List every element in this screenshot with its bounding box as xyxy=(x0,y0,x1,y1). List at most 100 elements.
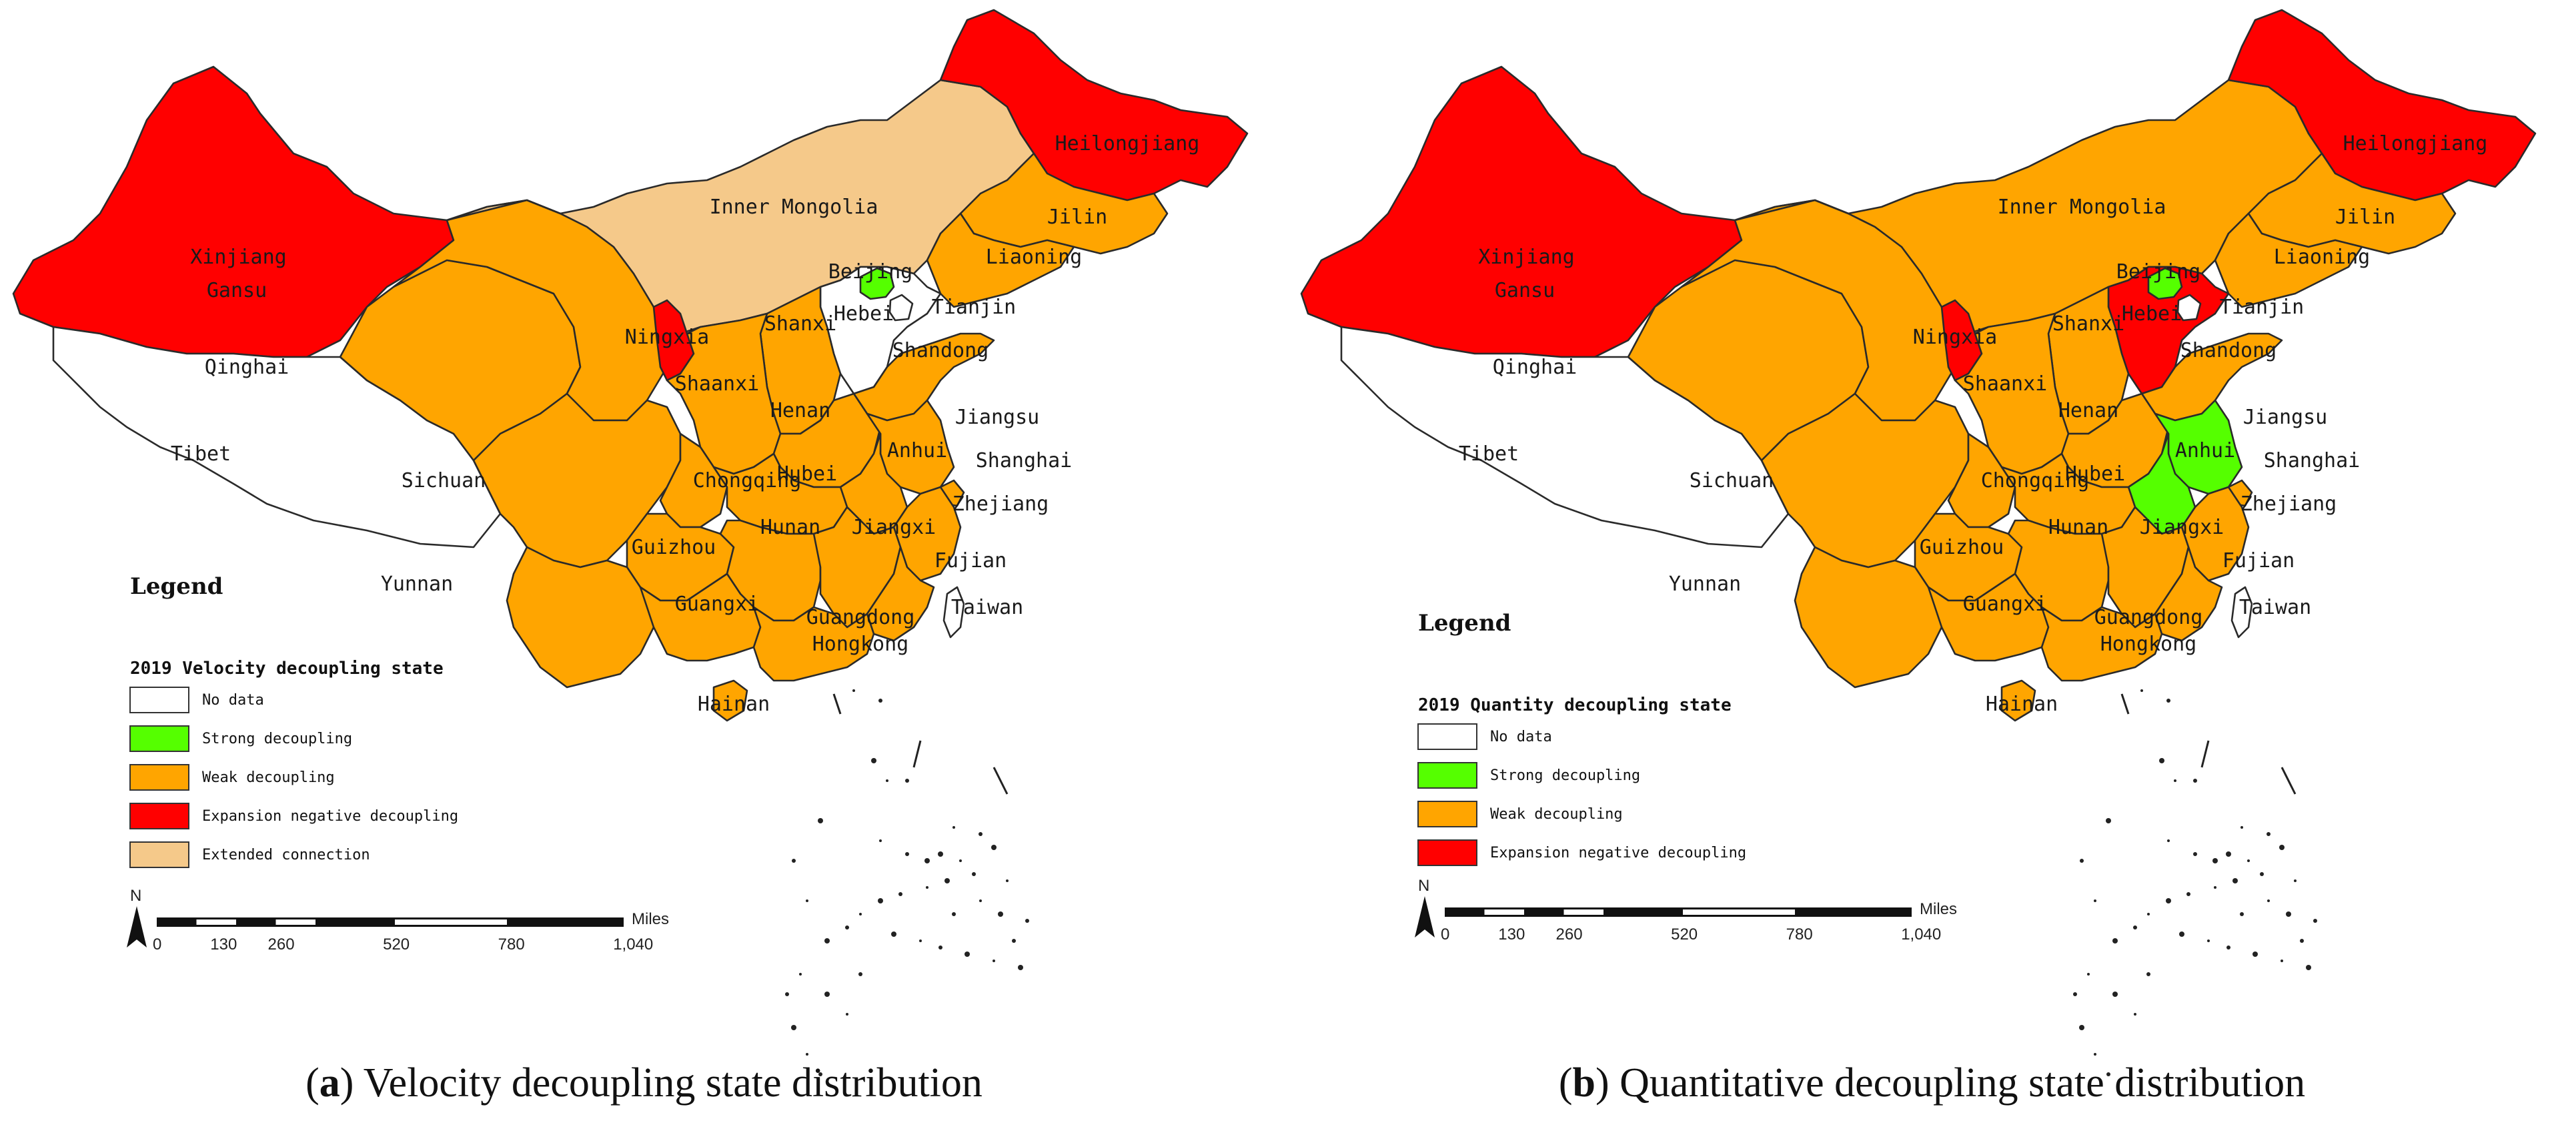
legend-swatch xyxy=(129,764,189,791)
island xyxy=(2167,839,2170,842)
province-taiwan xyxy=(2230,586,2253,639)
legend-title: Legend xyxy=(1418,610,1511,637)
south-china-sea-islands xyxy=(2073,689,2317,1076)
label-chongqing: Chongqing xyxy=(693,469,802,492)
scale-bar-segment xyxy=(1484,909,1524,915)
island xyxy=(878,898,883,903)
label-tianjin: Tianjin xyxy=(932,296,1016,319)
island xyxy=(2214,886,2216,889)
map-legend: Legend 2019 Quantity decoupling state No d… xyxy=(1417,610,1746,866)
island xyxy=(2260,872,2264,876)
label-beijing: Beijing xyxy=(2116,260,2200,284)
island xyxy=(878,699,882,703)
island xyxy=(2080,859,2084,863)
island xyxy=(924,858,930,863)
island xyxy=(879,839,882,842)
island xyxy=(972,872,976,876)
label-henan: Henan xyxy=(2058,399,2118,422)
label-jilin: Jilin xyxy=(2335,206,2395,229)
scale-tick-label: 0 xyxy=(1441,925,1449,944)
island xyxy=(2247,859,2250,862)
label-tibet: Tibet xyxy=(171,442,231,466)
scale-bar-segment xyxy=(196,919,236,925)
island xyxy=(2159,758,2164,763)
province-beijing xyxy=(2147,267,2183,300)
label-jilin: Jilin xyxy=(1047,206,1107,229)
label-jiangsu: Jiangsu xyxy=(2243,406,2327,429)
north-arrow-label: N xyxy=(1418,877,1429,895)
label-guizhou: Guizhou xyxy=(1920,536,2004,559)
island xyxy=(846,1013,848,1016)
legend-subtitle: 2019 Quantity decoupling state xyxy=(1418,695,1732,715)
island xyxy=(2300,939,2304,943)
legend-swatch xyxy=(1417,762,1477,789)
dash-line xyxy=(2281,767,2297,795)
scale-tick-label: 520 xyxy=(383,935,410,954)
label-shandong: Shandong xyxy=(2180,339,2277,362)
legend-swatch xyxy=(1417,801,1477,827)
label-hubei: Hubei xyxy=(777,462,837,486)
island xyxy=(919,939,922,942)
label-fujian: Fujian xyxy=(2222,549,2295,573)
label-inner-mongolia: Inner Mongolia xyxy=(1998,196,2166,219)
caption-letter: b xyxy=(1572,1060,1595,1106)
dash-line xyxy=(912,740,922,768)
label-beijing: Beijing xyxy=(828,260,912,284)
label-chongqing: Chongqing xyxy=(1981,469,2090,492)
scale-bar-segment xyxy=(395,919,507,925)
legend-title: Legend xyxy=(130,573,223,600)
label-guizhou: Guizhou xyxy=(632,536,716,559)
legend-swatch xyxy=(129,687,189,713)
label-hunan: Hunan xyxy=(760,516,820,539)
scale-bar: N Miles 0 130 260 520 780 1,040 xyxy=(127,887,669,954)
island xyxy=(2087,973,2090,976)
label-hainan: Hainan xyxy=(698,693,770,716)
province-liaoning xyxy=(926,212,1075,308)
north-arrow-icon xyxy=(127,906,147,948)
island xyxy=(858,972,862,976)
island xyxy=(1018,965,1023,970)
label-guangxi: Guangxi xyxy=(1963,593,2047,616)
island xyxy=(2232,878,2238,883)
label-liaoning: Liaoning xyxy=(986,246,1083,269)
legend-item-label: Weak decoupling xyxy=(1490,806,1623,823)
label-hunan: Hunan xyxy=(2048,516,2108,539)
island xyxy=(818,1072,822,1076)
island xyxy=(944,878,950,883)
island xyxy=(2166,699,2170,703)
dash-line xyxy=(993,767,1009,795)
island xyxy=(2179,931,2184,937)
dash-line xyxy=(2200,740,2210,768)
label-jiangxi: Jiangxi xyxy=(2140,516,2224,539)
label-inner-mongolia: Inner Mongolia xyxy=(710,196,878,219)
island xyxy=(824,938,830,944)
label-yunnan: Yunnan xyxy=(1669,573,1741,596)
scale-tick-label: 260 xyxy=(1556,925,1583,944)
map-svg-velocity: Xinjiang Tibet Qinghai Gansu Inner Mongolia H… xyxy=(12,9,1249,1076)
caption-b: (b) Quantitative decoupling state distri… xyxy=(1558,1060,2306,1106)
island xyxy=(2106,818,2111,823)
island xyxy=(2240,912,2244,916)
legend-swatch xyxy=(129,841,189,868)
label-xinjiang: Xinjiang xyxy=(190,246,287,269)
island xyxy=(898,892,902,896)
label-heilongjiang: Heilongjiang xyxy=(2343,132,2488,155)
island xyxy=(792,859,796,863)
island xyxy=(799,973,802,976)
dash-line xyxy=(832,693,842,715)
label-shanghai: Shanghai xyxy=(976,449,1073,472)
legend-item-label: Extended connection xyxy=(202,847,370,863)
province-tianjin xyxy=(2176,294,2202,322)
island xyxy=(1025,919,1029,923)
island xyxy=(1006,879,1009,882)
island xyxy=(2174,779,2176,782)
island xyxy=(2146,972,2150,976)
island xyxy=(979,832,983,836)
caption-text: ) Quantitative decoupling state distribu… xyxy=(1595,1060,2306,1106)
label-qinghai: Qinghai xyxy=(205,356,289,379)
legend-swatch xyxy=(129,725,189,752)
island xyxy=(952,826,955,829)
label-shaanxi: Shaanxi xyxy=(675,372,759,396)
scale-tick-label: 1,040 xyxy=(613,935,653,954)
label-guangxi: Guangxi xyxy=(675,593,759,616)
